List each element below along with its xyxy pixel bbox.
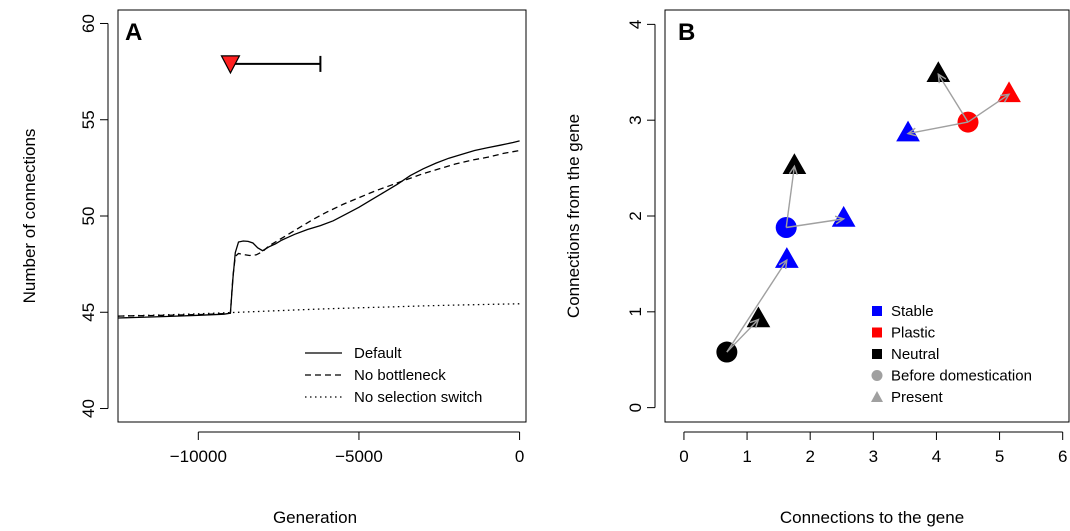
legend-swatch-5 xyxy=(871,391,883,402)
present-point-3-2 xyxy=(926,61,951,83)
x-tick-label: 0 xyxy=(679,447,688,466)
panel-b-x-axis: 0 1 2 3 4 5 6 xyxy=(679,431,1067,466)
x-tick-label: −10000 xyxy=(170,447,227,466)
arrow-line-2-1 xyxy=(785,166,796,228)
legend-swatch-2 xyxy=(872,327,882,338)
legend-label-3: Neutral xyxy=(891,346,939,363)
y-tick-label: 60 xyxy=(79,14,98,33)
panel-a-legend: Default No bottleneck No selection switch xyxy=(305,345,482,406)
arrow-head-2-2 xyxy=(834,215,846,225)
legend-swatch-1 xyxy=(872,306,882,316)
panel-a-y-axis: 40 45 50 55 60 xyxy=(79,14,109,418)
arrow-line-1-2 xyxy=(726,259,788,353)
x-tick-label: 0 xyxy=(515,447,524,466)
arrow-head-3-3 xyxy=(1000,93,1011,103)
x-tick-label: 5 xyxy=(995,447,1004,466)
arrow-line-3-2 xyxy=(937,73,969,123)
panel-a: A −10000 −5000 0 40 45 50 55 60 Generation Num… xyxy=(20,9,527,527)
y-tick-label: 50 xyxy=(79,207,98,226)
legend-label-2: Plastic xyxy=(891,325,936,342)
red-down-triangle-marker xyxy=(220,55,241,75)
panel-b-points xyxy=(716,61,1021,363)
panel-a-label: A xyxy=(125,19,142,46)
panel-b-label: B xyxy=(678,19,695,46)
present-point-2-1 xyxy=(782,153,807,174)
y-tick-label: 55 xyxy=(79,110,98,129)
arrow-head-1-2 xyxy=(778,258,788,270)
legend-label-3: No selection switch xyxy=(354,389,482,406)
legend-label-5: Present xyxy=(891,389,944,406)
series-line-2 xyxy=(117,149,520,317)
x-tick-label: 3 xyxy=(869,447,878,466)
y-tick-label: 1 xyxy=(626,307,645,316)
x-tick-label: 4 xyxy=(932,447,941,466)
panel-b-y-axis-title: Connections from the gene xyxy=(564,114,583,318)
arrow-line-2-2 xyxy=(786,218,844,229)
present-point-3-3 xyxy=(997,81,1021,103)
x-tick-label: 2 xyxy=(805,447,814,466)
panel-a-x-axis-title: Generation xyxy=(273,508,357,527)
y-tick-label: 3 xyxy=(626,115,645,124)
panel-b-x-axis-title: Connections to the gene xyxy=(780,508,964,527)
panel-a-y-axis-title: Number of connections xyxy=(20,129,39,304)
legend-label-1: Default xyxy=(354,345,402,362)
arrow-head-1-1 xyxy=(749,318,760,329)
present-point-1-1 xyxy=(746,306,771,328)
x-tick-label: −5000 xyxy=(335,447,383,466)
y-tick-label: 40 xyxy=(79,399,98,418)
series-line-1 xyxy=(117,140,520,319)
arrow-line-3-1 xyxy=(907,121,969,135)
panel-a-annotation xyxy=(220,55,322,75)
panel-a-plot-frame xyxy=(117,9,527,423)
y-tick-label: 4 xyxy=(626,20,645,29)
y-tick-label: 2 xyxy=(626,211,645,220)
legend-swatch-4 xyxy=(871,370,883,381)
series-line-3 xyxy=(117,303,520,317)
arrow-head-3-1 xyxy=(906,127,917,137)
panel-b-y-axis: 0 1 2 3 4 xyxy=(626,20,656,412)
panel-a-x-axis: −10000 −5000 0 xyxy=(170,431,524,466)
arrow-line-1-1 xyxy=(726,318,759,353)
panel-a-lines xyxy=(117,140,520,319)
present-point-3-1 xyxy=(896,120,920,142)
y-tick-label: 0 xyxy=(626,403,645,412)
panel-b-legend: Stable Plastic Neutral Before domestication… xyxy=(871,303,1032,406)
legend-label-1: Stable xyxy=(891,303,934,320)
legend-swatch-3 xyxy=(872,349,882,359)
panel-b-plot-frame xyxy=(664,9,1070,423)
arrow-head-2-1 xyxy=(788,164,798,175)
x-tick-label: 6 xyxy=(1058,447,1067,466)
legend-label-2: No bottleneck xyxy=(354,367,446,384)
x-tick-label: 1 xyxy=(742,447,751,466)
arrow-line-3-3 xyxy=(967,93,1010,123)
arrow-head-3-2 xyxy=(937,72,947,84)
y-tick-label: 45 xyxy=(79,303,98,322)
legend-label-4: Before domestication xyxy=(891,368,1032,385)
